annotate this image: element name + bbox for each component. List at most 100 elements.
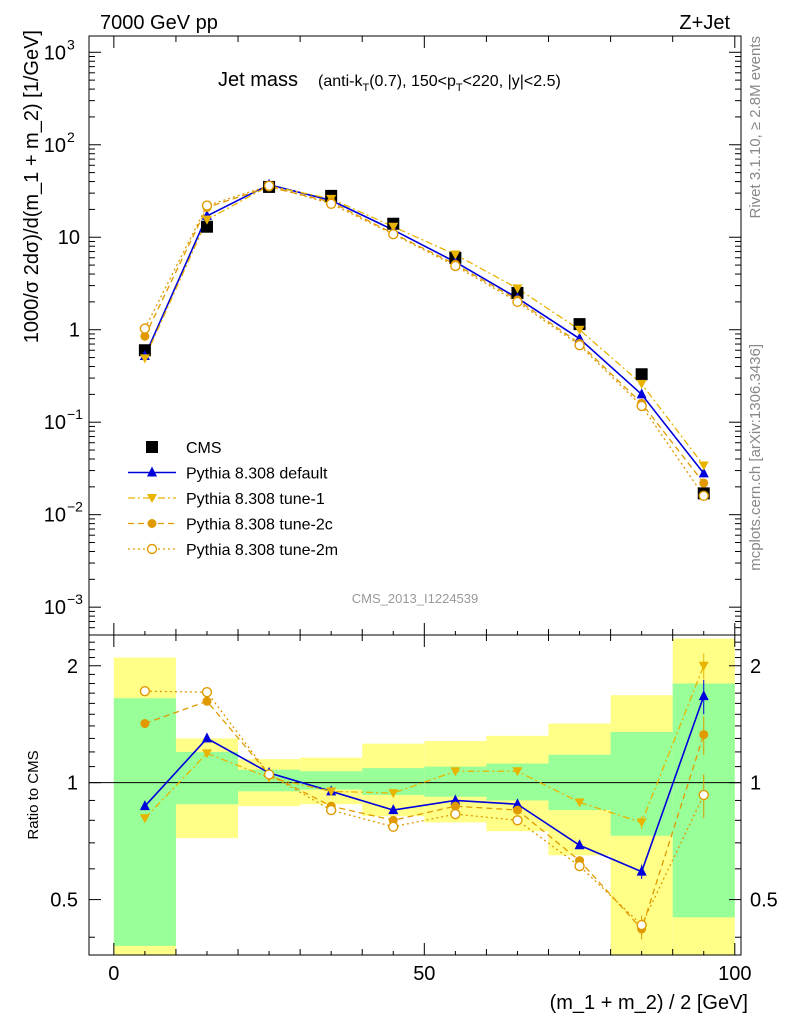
ratio-point-0 [698,690,709,701]
ratio-point-3 [263,769,275,780]
x-tick-label: 50 [413,963,435,985]
legend-marker-2 [147,494,157,503]
data-point-3 [140,331,150,341]
main-y-tick-exponent: 3 [67,36,75,52]
series-line-4 [144,185,705,497]
data-point-2 [388,222,399,232]
data-point-2 [450,250,461,260]
ratio-series-line-2 [144,700,705,931]
ratio-point-1 [512,767,523,777]
ratio-y-tick-label-right: 0.5 [750,890,778,912]
x-tick-label: 0 [108,963,119,985]
ratio-point-3 [325,804,337,816]
ratio-point-1 [574,798,585,808]
main-title: Jet mass [218,69,298,91]
ratio-point-1 [450,767,461,777]
data-point-4 [636,400,647,412]
ratio-point-1 [698,661,709,671]
data-point-2 [574,325,585,335]
ratio-plot-frame [88,634,742,956]
uncertainty-band-inner [300,771,363,790]
ratio-point-3 [698,789,709,801]
data-point-4 [263,180,275,191]
ratio-point-3 [388,821,399,832]
legend-marker-3 [147,519,157,528]
uncertainty-band-inner [175,751,239,805]
analysis-watermark: CMS_2013_I1224539 [352,591,479,606]
ratio-point-0 [574,839,585,850]
data-point-4 [388,228,399,240]
ratio-point-2 [202,696,212,706]
main-y-tick-label: 10 [44,135,66,157]
legend-label-2: Pythia 8.308 tune-1 [186,491,325,508]
ratio-point-1 [201,749,212,759]
main-y-tick-label: 10 [44,597,66,619]
main-title-cuts: (anti-kT(0.7), 150<pT<220, |y|<2.5) [318,73,561,94]
ratio-point-0 [388,804,399,815]
data-point-4 [201,200,213,211]
ratio-series-line-3 [144,690,705,927]
ratio-point-3 [574,860,585,872]
ratio-point-2 [450,801,460,811]
ratio-point-0 [636,865,647,876]
ratio-point-2 [699,730,709,740]
ratio-point-1 [326,787,337,797]
title-subscript: T [456,82,463,94]
ratio-point-1 [636,818,647,828]
ratio-y-tick-label: 0.5 [50,890,78,912]
ratio-series-line-0 [144,695,705,873]
ratio-point-2 [512,805,522,815]
ratio-y-axis-label: Ratio to CMS [25,750,42,839]
legend-label-3: Pythia 8.308 tune-2c [186,517,333,534]
series-line-1 [144,183,705,474]
data-point-2 [698,461,709,471]
ratio-point-3 [201,686,213,698]
data-point-4 [139,323,151,334]
ratio-point-0 [201,732,212,743]
legend-marker-4 [146,543,158,555]
data-point-0 [635,368,648,381]
main-y-tick-label: 10 [44,505,66,527]
ratio-point-1 [388,789,399,799]
ratio-point-2 [140,719,150,729]
ratio-y-tick-label-right: 1 [750,773,761,795]
ratio-point-3 [636,919,647,931]
ratio-series-line-1 [144,665,705,824]
title-cut-text: <220, |y|<2.5) [463,73,561,90]
ratio-y-tick-label: 2 [67,656,78,678]
x-tick-label: 100 [718,963,751,985]
title-cut-text: (0.7), 150<p [369,73,456,90]
main-y-tick-exponent: −3 [67,591,83,607]
main-y-tick-exponent: 2 [67,129,75,145]
ratio-point-0 [450,794,461,805]
ratio-point-3 [139,685,151,697]
mcplots-label: mcplots.cern.ch [arXiv:1306.3436] [747,344,764,571]
x-axis-label: (m_1 + m_2) / 2 [GeV] [550,992,748,1014]
main-y-tick-label: 10 [44,42,66,64]
legend-marker-0 [146,441,158,453]
main-y-tick-exponent: −1 [67,406,83,422]
data-point-4 [512,296,523,308]
data-point-2 [139,354,150,364]
legend-label-0: CMS [186,440,222,457]
ratio-point-1 [139,814,150,824]
data-point-4 [698,490,709,502]
title-subscript: T [362,82,369,94]
ratio-panel: 0.5 0.5 1 1 2 2 0 50 100 [50,634,778,985]
legend-marker-1 [147,466,157,477]
main-y-axis-label: 1000/σ 2dσ)/d(m_1 + m_2) [1/GeV] [21,30,43,343]
energy-label: 7000 GeV pp [100,12,218,34]
series-line-2 [144,185,705,466]
legend-label-4: Pythia 8.308 tune-2m [186,542,338,559]
data-point-4 [325,198,337,209]
rivet-version-label: Rivet 3.1.10, ≥ 2.8M events [747,36,764,219]
ratio-point-3 [512,815,523,826]
ratio-y-tick-label-right: 2 [750,656,761,678]
data-point-4 [574,340,585,351]
process-label: Z+Jet [679,12,730,34]
ratio-point-0 [512,798,523,809]
title-cut-text: (anti-k [318,73,363,90]
main-y-tick-label: 1 [69,320,80,342]
